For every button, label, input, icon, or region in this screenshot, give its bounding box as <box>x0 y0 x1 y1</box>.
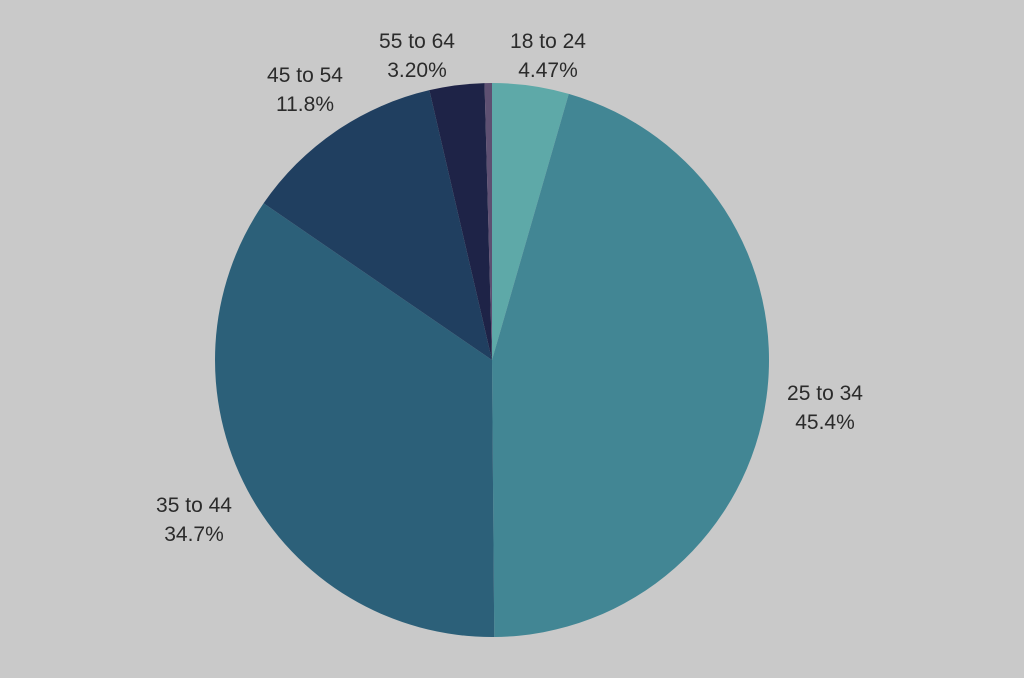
slice-value-label: 11.8% <box>276 93 334 116</box>
pie-slice-18-to-24 <box>492 83 569 360</box>
pie-slice-45-to-54 <box>263 90 492 361</box>
slice-category-label: 55 to 64 <box>379 30 455 53</box>
slice-label: 55 to 64 3.20% <box>379 30 455 82</box>
slice-label: 18 to 24 4.47% <box>510 30 586 82</box>
pie-slices <box>215 83 770 637</box>
slice-value-label: 45.4% <box>795 411 855 434</box>
slice-value-label: 3.20% <box>387 59 447 82</box>
slice-label: 25 to 34 45.4% <box>787 382 863 434</box>
slice-label: 35 to 44 34.7% <box>156 494 232 546</box>
pie-slice-other <box>484 83 492 360</box>
pie-slice-25-to-34 <box>492 93 770 637</box>
slice-category-label: 25 to 34 <box>787 382 863 405</box>
slice-category-label: 45 to 54 <box>267 64 343 87</box>
pie-slice-55-to-64 <box>429 83 492 360</box>
slice-category-label: 35 to 44 <box>156 494 232 517</box>
pie-slice-35-to-44 <box>215 203 495 637</box>
pie-labels: 18 to 24 4.47% 25 to 34 45.4% 35 to 44 34.7% 4… <box>156 30 863 546</box>
slice-label: 45 to 54 11.8% <box>267 64 343 116</box>
slice-category-label: 18 to 24 <box>510 30 586 53</box>
slice-value-label: 4.47% <box>518 59 578 82</box>
slice-value-label: 34.7% <box>164 523 224 546</box>
